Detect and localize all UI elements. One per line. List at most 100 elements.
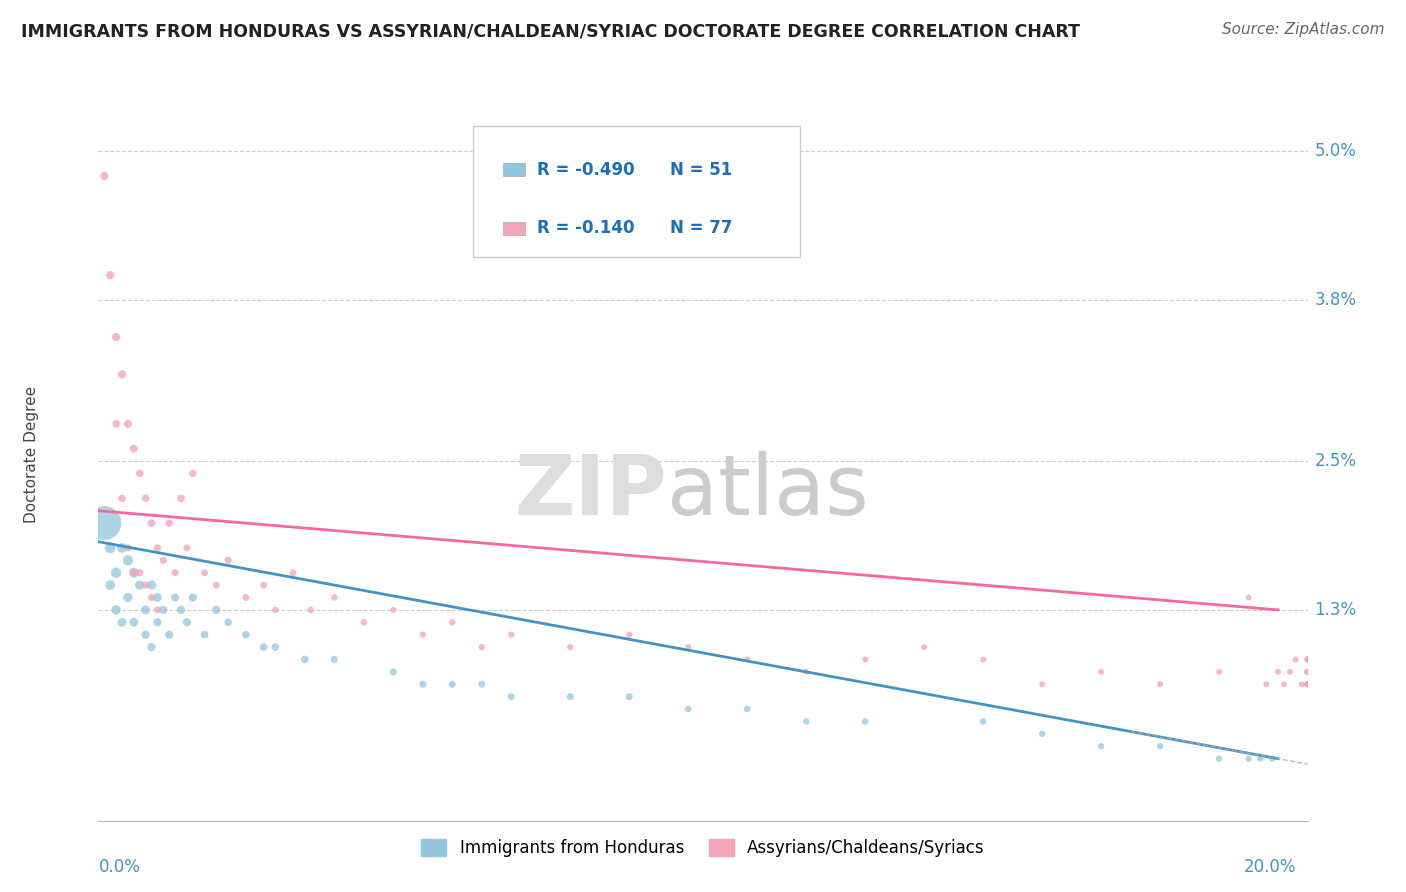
- Point: [128, 578, 150, 592]
- Point: [1031, 677, 1053, 691]
- Point: [1237, 752, 1260, 766]
- Point: [165, 591, 187, 605]
- Point: [264, 603, 287, 617]
- Point: [794, 665, 817, 679]
- Point: [111, 541, 134, 555]
- Point: [1285, 652, 1308, 666]
- Point: [1256, 677, 1278, 691]
- Point: [157, 628, 180, 642]
- Point: [1296, 677, 1319, 691]
- Point: [105, 566, 128, 580]
- Point: [117, 591, 139, 605]
- Bar: [503, 221, 526, 235]
- Point: [135, 578, 157, 592]
- Point: [98, 578, 121, 592]
- Point: [122, 566, 145, 580]
- Point: [441, 615, 464, 630]
- Point: [1267, 665, 1289, 679]
- Text: R = -0.140: R = -0.140: [537, 219, 636, 237]
- Point: [157, 516, 180, 530]
- Point: [141, 640, 163, 654]
- Point: [117, 541, 139, 555]
- Point: [1090, 739, 1112, 754]
- Text: ZIP: ZIP: [515, 451, 666, 532]
- Point: [619, 628, 641, 642]
- Point: [1296, 665, 1319, 679]
- Point: [1296, 652, 1319, 666]
- Point: [98, 541, 121, 555]
- Text: 3.8%: 3.8%: [1315, 291, 1357, 309]
- Point: [170, 491, 193, 506]
- Point: [217, 553, 239, 567]
- Point: [560, 690, 582, 704]
- Point: [1296, 665, 1319, 679]
- Point: [122, 566, 145, 580]
- Point: [1208, 665, 1230, 679]
- Point: [678, 702, 700, 716]
- Point: [146, 591, 169, 605]
- Point: [412, 677, 434, 691]
- Point: [235, 628, 257, 642]
- Point: [1291, 677, 1313, 691]
- Point: [141, 591, 163, 605]
- Point: [281, 566, 304, 580]
- Point: [205, 578, 228, 592]
- Point: [1296, 665, 1319, 679]
- Point: [972, 652, 994, 666]
- Text: 1.3%: 1.3%: [1315, 601, 1357, 619]
- Point: [98, 268, 121, 282]
- Point: [264, 640, 287, 654]
- Point: [1272, 677, 1295, 691]
- Point: [205, 603, 228, 617]
- Point: [181, 467, 204, 481]
- Point: [353, 615, 375, 630]
- Text: IMMIGRANTS FROM HONDURAS VS ASSYRIAN/CHALDEAN/SYRIAC DOCTORATE DEGREE CORRELATIO: IMMIGRANTS FROM HONDURAS VS ASSYRIAN/CHA…: [21, 22, 1080, 40]
- Point: [735, 702, 758, 716]
- Point: [117, 417, 139, 431]
- Point: [1296, 677, 1319, 691]
- Point: [1296, 665, 1319, 679]
- Point: [176, 615, 198, 630]
- Point: [972, 714, 994, 729]
- Point: [194, 628, 217, 642]
- Point: [412, 628, 434, 642]
- FancyBboxPatch shape: [474, 126, 800, 258]
- Point: [1249, 752, 1271, 766]
- Text: Source: ZipAtlas.com: Source: ZipAtlas.com: [1222, 22, 1385, 37]
- Point: [152, 553, 174, 567]
- Point: [794, 714, 817, 729]
- Point: [382, 665, 405, 679]
- Text: 0.0%: 0.0%: [98, 858, 141, 876]
- Point: [1296, 677, 1319, 691]
- Point: [1296, 652, 1319, 666]
- Point: [1278, 665, 1301, 679]
- Point: [1296, 677, 1319, 691]
- Point: [1296, 677, 1319, 691]
- Point: [105, 417, 128, 431]
- Point: [501, 690, 523, 704]
- Point: [194, 566, 217, 580]
- Point: [1237, 591, 1260, 605]
- Point: [1296, 665, 1319, 679]
- Point: [382, 603, 405, 617]
- Point: [176, 541, 198, 555]
- Text: R = -0.490: R = -0.490: [537, 161, 636, 178]
- Point: [252, 578, 274, 592]
- Point: [181, 591, 204, 605]
- Point: [111, 615, 134, 630]
- Point: [152, 603, 174, 617]
- Text: Doctorate Degree: Doctorate Degree: [24, 386, 39, 524]
- Point: [1090, 665, 1112, 679]
- Point: [853, 714, 876, 729]
- Point: [165, 566, 187, 580]
- Point: [217, 615, 239, 630]
- Point: [471, 640, 494, 654]
- Point: [1296, 665, 1319, 679]
- Point: [560, 640, 582, 654]
- Point: [141, 516, 163, 530]
- Point: [122, 615, 145, 630]
- Point: [1296, 652, 1319, 666]
- Point: [1149, 677, 1171, 691]
- Point: [135, 628, 157, 642]
- Point: [235, 591, 257, 605]
